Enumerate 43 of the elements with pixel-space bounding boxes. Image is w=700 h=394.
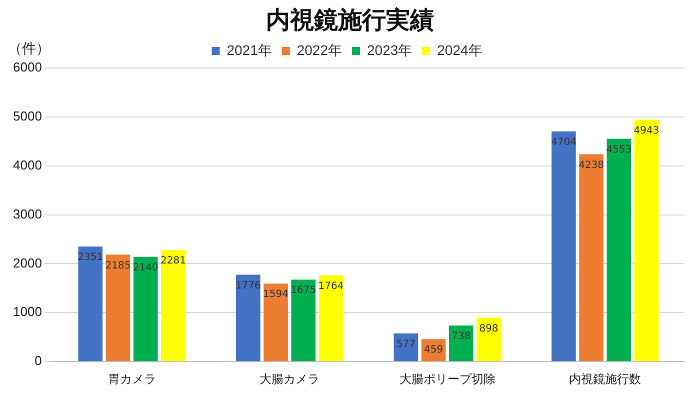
data-label: 1675 [290,285,316,296]
bar [78,246,103,362]
x-tick-label: 胃カメラ [108,372,156,386]
y-tick-label: 5000 [13,108,42,124]
bar [606,138,632,362]
bar [449,325,474,362]
data-label: 2185 [105,260,131,272]
x-tick-label: 内視鏡施行数 [569,372,642,386]
data-label: 898 [479,323,498,334]
x-tick-label: 大腸カメラ [260,372,320,386]
chart-title: 内視鏡施行実績 [265,5,435,36]
bar [318,275,344,362]
bar [106,254,130,362]
data-label: 4704 [550,137,576,148]
bar [476,318,501,362]
data-label: 738 [452,331,471,342]
data-label: 577 [396,338,416,350]
y-tick-label: 4000 [13,157,42,172]
data-label: 459 [424,344,444,356]
bar [394,333,418,362]
data-label: 1594 [263,289,288,300]
data-label: 1776 [235,280,261,292]
bar [291,280,316,362]
y-tick-label: 1000 [13,304,42,320]
data-label: 4238 [578,160,604,171]
bar [161,250,186,362]
y-tick-label: 2000 [13,255,42,270]
bar [552,131,576,362]
bar [133,256,158,362]
y-tick-label: 6000 [13,60,42,75]
bar [264,284,288,362]
y-axis-title: （件） [8,40,50,58]
legend-label: 2024年 [437,42,482,58]
x-tick-label: 大腸ポリープ切除 [399,372,496,386]
y-tick-label: 3000 [13,206,42,222]
bar [579,154,604,362]
legend-label: 2022年 [296,42,342,58]
data-label: 2281 [160,256,186,267]
y-tick-label: 0 [34,353,42,368]
legend-label: 2021年 [226,42,272,58]
bar [634,120,659,362]
legend-label: 2023年 [367,42,412,58]
bar [236,274,260,362]
